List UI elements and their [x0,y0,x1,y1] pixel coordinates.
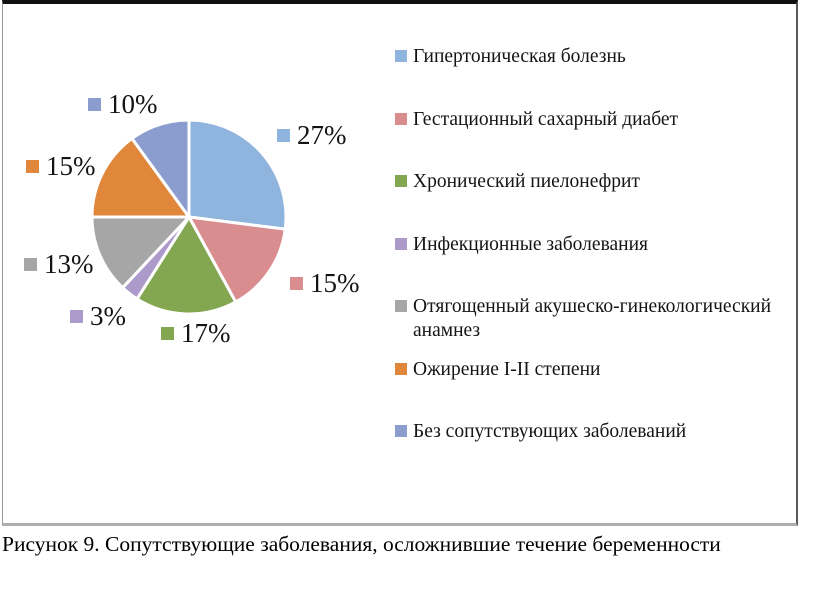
data-label-marker-icon [277,128,290,142]
legend-item-label: Ожирение I-II степени [413,358,601,380]
data-label-7: 10% [88,88,158,120]
pie-slice-6 [90,137,191,219]
chart-frame: 27% 15% 17% 3% 13% 15% 10% Гипертоническая бол… [2,0,798,526]
data-label-marker-icon [161,326,174,340]
legend-item-label: Гестационный сахарный диабет [413,108,679,130]
legend-marker-icon [395,362,407,375]
legend-item-label: Без сопутствующих заболеваний [413,421,687,442]
pie-slice-2 [187,215,287,304]
data-label-6: 15% [26,150,96,182]
legend-item-4: Инфекционные заболевания [395,233,795,257]
data-label-text: 10% [108,89,158,119]
data-label-text: 17% [181,318,231,348]
legend-marker-icon [395,237,407,250]
legend-item-label: Гипертоническая болезнь [413,46,626,67]
data-label-marker-icon [70,309,83,323]
pie-slice-3 [135,215,238,316]
pie-chart [90,118,288,316]
data-label-text: 27% [297,120,347,150]
pie-slice-5 [90,215,191,290]
data-label-marker-icon [290,276,303,290]
data-label-5: 13% [24,248,94,280]
legend-item-2: Гестационный сахарный диабет [395,108,795,132]
pie-slice-7 [130,118,191,219]
pie-slice-1 [187,118,288,231]
data-label-marker-icon [26,159,39,173]
legend-item-label: Отягощенный акушеско-гинекологический ан… [413,296,772,341]
legend-item-label: Хронический пиелонефрит [413,171,640,192]
data-label-text: 3% [90,301,126,331]
data-label-marker-icon [88,97,101,111]
legend-marker-icon [395,175,407,187]
data-label-4: 3% [70,300,126,332]
legend-item-3: Хронический пиелонефрит [395,170,795,194]
legend-item-label: Инфекционные заболевания [413,233,649,255]
legend-item-5: Отягощенный акушеско-гинекологический ан… [395,295,795,343]
data-label-text: 13% [44,249,94,279]
data-label-marker-icon [24,257,37,271]
legend-item-1: Гипертоническая болезнь [395,45,795,69]
legend-item-6: Ожирение I-II степени [395,358,795,382]
legend-marker-icon [395,112,407,125]
data-label-text: 15% [46,151,96,181]
legend-marker-icon [395,300,407,312]
legend-marker-icon [395,425,407,437]
data-label-3: 17% [161,317,231,349]
data-label-1: 27% [277,119,347,151]
legend-marker-icon [395,50,407,62]
data-label-text: 15% [310,268,360,298]
legend-item-7: Без сопутствующих заболеваний [395,420,795,444]
data-label-2: 15% [290,267,360,299]
figure-caption: Рисунок 9. Сопутствующие заболевания, ос… [2,532,721,556]
